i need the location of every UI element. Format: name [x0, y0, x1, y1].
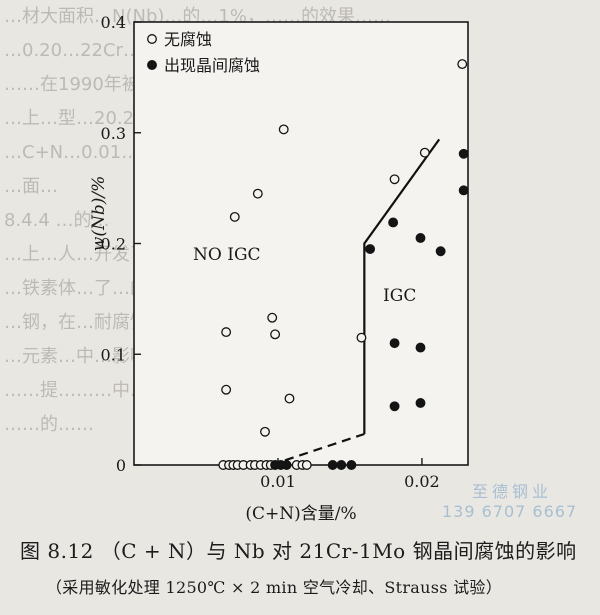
- point-igc: [336, 460, 347, 470]
- watermark-company: 至德钢业: [472, 482, 553, 501]
- point-no-corrosion: [252, 188, 263, 199]
- watermark-phone: 139 6707 6667: [442, 502, 578, 521]
- point-igc: [346, 460, 357, 470]
- point-igc: [415, 342, 426, 353]
- y-tick-label: 0.2: [101, 235, 126, 254]
- legend-marker: [147, 34, 157, 44]
- point-no-corrosion: [356, 332, 367, 343]
- point-igc: [281, 460, 292, 470]
- region-label: NO IGC: [193, 245, 261, 265]
- point-no-corrosion: [221, 327, 232, 338]
- y-tick-label: 0.3: [101, 124, 126, 143]
- point-igc: [365, 244, 376, 254]
- point-no-corrosion: [301, 460, 312, 470]
- point-igc: [327, 460, 338, 470]
- point-no-corrosion: [267, 312, 278, 323]
- legend-label: 出现晶间腐蚀: [164, 56, 260, 75]
- y-tick-label: 0.1: [101, 345, 126, 364]
- legend-label: 无腐蚀: [164, 30, 212, 49]
- chart-labels: NO IGC IGC: [193, 245, 416, 306]
- plot-frame: [133, 21, 469, 466]
- point-igc: [458, 185, 469, 196]
- region-label: IGC: [383, 286, 416, 306]
- point-igc: [415, 233, 426, 243]
- point-no-corrosion: [278, 124, 289, 135]
- boundary-solid-line: [363, 138, 441, 434]
- point-no-corrosion: [260, 426, 270, 437]
- point-no-corrosion: [229, 211, 240, 222]
- point-no-corrosion: [270, 329, 281, 340]
- point-no-corrosion: [419, 147, 430, 158]
- boundary-lines: [270, 138, 441, 467]
- y-axis-label: w(Nb)/%: [89, 176, 109, 251]
- data-points: [218, 59, 469, 470]
- point-igc: [389, 401, 400, 412]
- point-no-corrosion: [457, 59, 468, 70]
- boundary-dashed-line: [270, 432, 365, 467]
- point-igc: [458, 148, 469, 159]
- point-no-corrosion: [221, 384, 232, 395]
- point-igc: [435, 246, 446, 257]
- point-no-corrosion: [284, 393, 295, 404]
- axes: 0 0.1 0.2 0.3 0.4 0.01 0.02 (C+N)含量/% w(Nb)/%: [89, 13, 469, 524]
- point-igc: [389, 338, 400, 349]
- x-axis-label: (C+N)含量/%: [245, 504, 356, 524]
- x-tick-label: 0.02: [404, 472, 440, 491]
- x-tick-label: 0.01: [260, 472, 296, 491]
- point-igc: [388, 217, 399, 228]
- figure-caption: 图 8.12 （C + N）与 Nb 对 21Cr-1Mo 钢晶间腐蚀的影响: [20, 539, 577, 563]
- point-no-corrosion: [389, 174, 400, 185]
- figure-subcaption: （采用敏化处理 1250℃ × 2 min 空气冷却、Strauss 试验）: [46, 578, 503, 597]
- y-tick-label: 0: [116, 456, 126, 475]
- point-igc: [415, 398, 426, 408]
- scatter-chart: 0 0.1 0.2 0.3 0.4 0.01 0.02 (C+N)含量/% w(Nb)/% 无腐…: [89, 13, 469, 524]
- y-tick-label: 0.4: [101, 13, 126, 32]
- legend-marker: [147, 60, 157, 70]
